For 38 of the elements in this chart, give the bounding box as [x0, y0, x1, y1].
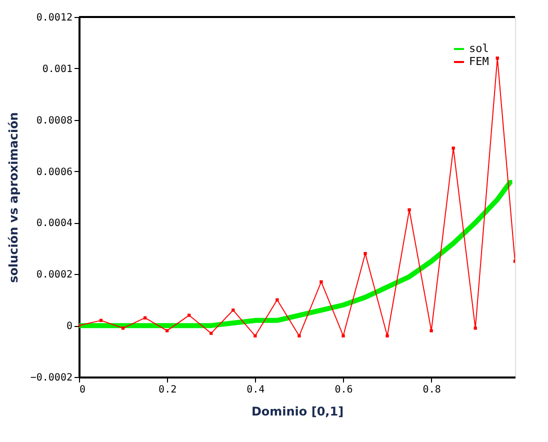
x-tick-label: 0.2: [158, 384, 177, 396]
x-tick-label: 0.8: [422, 384, 441, 396]
point: [188, 314, 191, 317]
point: [320, 280, 323, 284]
x-axis-title: Dominio [0,1]: [251, 404, 344, 418]
x-tick-label: 0.6: [334, 384, 353, 396]
y-tick-label: 0.0002: [36, 270, 72, 281]
y-tick-label: 0.0006: [36, 166, 72, 178]
y-axis-title: solución vs aproximación: [6, 112, 20, 283]
point: [276, 298, 279, 302]
point: [210, 332, 213, 335]
y-tick-label: 0.0004: [36, 218, 72, 230]
point: [298, 334, 301, 338]
point: [496, 56, 499, 60]
point: [143, 316, 147, 320]
point: [99, 318, 103, 322]
point: [254, 334, 257, 338]
y-tick-label: 0: [66, 321, 72, 332]
point: [509, 180, 512, 184]
y-tick-label: 0.0012: [36, 12, 72, 24]
y-tick-label: 0.001: [42, 64, 72, 75]
legend-label: sol: [469, 42, 489, 55]
point: [474, 326, 477, 330]
point: [121, 326, 125, 330]
point: [232, 308, 235, 312]
legend-label: FEM: [469, 55, 490, 68]
line-series: [79, 56, 515, 338]
x-tick-label: 0.4: [246, 384, 265, 396]
x-tick-label: 0: [80, 384, 86, 396]
point: [452, 146, 455, 150]
point: [364, 252, 367, 256]
point: [166, 329, 169, 332]
point: [430, 329, 433, 332]
y-tick-label: −0.0002: [30, 372, 72, 384]
point: [408, 208, 411, 212]
point: [386, 334, 389, 338]
point: [342, 334, 345, 338]
y-tick-label: 0.0008: [36, 115, 72, 126]
